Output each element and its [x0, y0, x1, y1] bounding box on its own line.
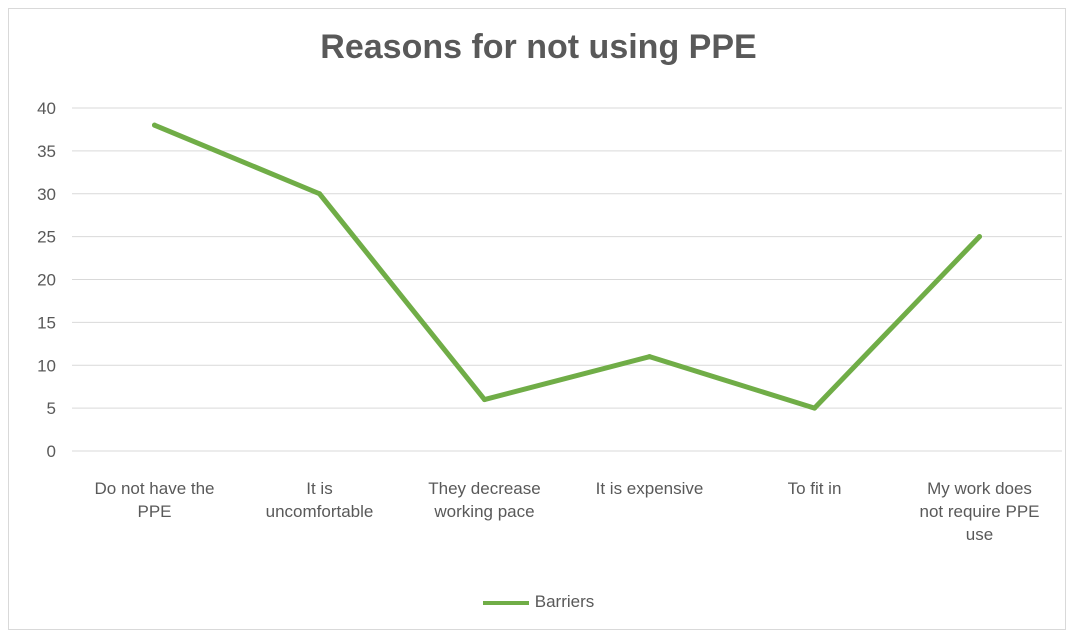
x-tick-label-line: Do not have the	[94, 479, 214, 498]
x-tick-label-line: It is expensive	[596, 479, 704, 498]
series-line-barriers	[152, 122, 982, 411]
y-tick-label: 0	[47, 442, 56, 461]
x-tick-label: They decrease working pace	[428, 479, 540, 521]
x-tick-label: It is uncomfortable	[266, 479, 374, 521]
x-tick-label-line: It is	[306, 479, 332, 498]
x-tick-label-line: use	[966, 525, 993, 544]
x-tick-label: To fit in	[788, 479, 842, 498]
data-point	[152, 122, 157, 128]
data-point	[812, 405, 817, 411]
x-tick-label: It is expensive	[596, 479, 704, 498]
x-tick-label-line: uncomfortable	[266, 502, 374, 521]
data-point	[647, 354, 652, 360]
x-tick-label: My work does not require PPE use	[919, 479, 1039, 544]
x-tick-label-line: working pace	[433, 502, 534, 521]
x-tick-label-line: PPE	[137, 502, 171, 521]
series-layer	[152, 122, 982, 411]
legend-swatch	[482, 600, 529, 605]
legend-label: Barriers	[534, 592, 595, 611]
y-tick-label: 10	[37, 356, 56, 375]
y-tick-label: 15	[37, 313, 56, 332]
y-tick-label: 40	[37, 99, 56, 118]
y-axis-ticks: 0 5 10 15 20 25 30 35 40	[37, 99, 56, 461]
x-axis-ticks: Do not have the PPE It is uncomfortable They…	[94, 479, 1039, 544]
y-tick-label: 30	[37, 185, 56, 204]
y-tick-label: 35	[37, 142, 56, 161]
x-tick-label-line: not require PPE	[919, 502, 1039, 521]
chart-frame	[8, 8, 1066, 630]
data-point	[317, 191, 322, 197]
y-tick-label: 5	[47, 399, 56, 418]
data-point	[482, 397, 487, 403]
x-tick-label-line: My work does	[927, 479, 1032, 498]
x-tick-label-line: They decrease	[428, 479, 540, 498]
y-tick-label: 25	[37, 228, 56, 247]
x-tick-label: Do not have the PPE	[94, 479, 214, 521]
x-tick-label-line: To fit in	[788, 479, 842, 498]
gridlines	[72, 107, 1062, 452]
legend: Barriers	[0, 592, 1077, 612]
y-tick-label: 20	[37, 271, 56, 290]
chart-title: Reasons for not using PPE	[320, 28, 757, 66]
data-point	[977, 234, 982, 240]
